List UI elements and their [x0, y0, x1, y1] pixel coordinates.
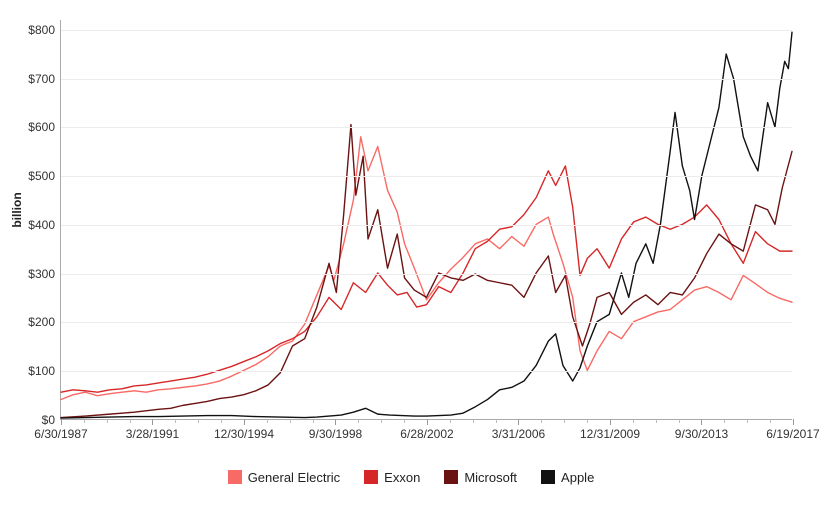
- x-minor-tick: [358, 419, 359, 423]
- series-microsoft: [61, 125, 792, 418]
- x-minor-tick: [198, 419, 199, 423]
- legend-item: General Electric: [228, 470, 340, 485]
- y-tick-label: $200: [28, 315, 61, 329]
- x-minor-tick: [221, 419, 222, 423]
- legend-swatch: [444, 470, 458, 484]
- gridline: [61, 127, 792, 128]
- legend-item: Apple: [541, 470, 594, 485]
- gridline: [61, 30, 792, 31]
- line-series-layer: [61, 20, 792, 419]
- gridline: [61, 79, 792, 80]
- x-tick-label: 6/19/2017: [766, 427, 819, 441]
- legend-item: Microsoft: [444, 470, 517, 485]
- y-axis-title: billion: [10, 192, 24, 227]
- plot-area: $0$100$200$300$400$500$600$700$8006/30/1…: [60, 20, 792, 420]
- x-minor-tick: [633, 419, 634, 423]
- gridline: [61, 371, 792, 372]
- x-minor-tick: [496, 419, 497, 423]
- legend: General Electric Exxon Microsoft Apple: [0, 470, 822, 485]
- y-tick-label: $400: [28, 218, 61, 232]
- x-tick-label: 3/28/1991: [126, 427, 179, 441]
- legend-swatch: [541, 470, 555, 484]
- x-minor-tick: [84, 419, 85, 423]
- x-minor-tick: [107, 419, 108, 423]
- x-minor-tick: [541, 419, 542, 423]
- series-exxon: [61, 166, 792, 392]
- y-tick-label: $300: [28, 267, 61, 281]
- x-minor-tick: [770, 419, 771, 423]
- x-tick-label: 3/31/2006: [492, 427, 545, 441]
- legend-swatch: [364, 470, 378, 484]
- y-tick-label: $800: [28, 23, 61, 37]
- y-tick-label: $0: [42, 413, 61, 427]
- legend-label: General Electric: [248, 470, 340, 485]
- x-minor-tick: [404, 419, 405, 423]
- y-tick-label: $700: [28, 72, 61, 86]
- legend-label: Exxon: [384, 470, 420, 485]
- gridline: [61, 176, 792, 177]
- gridline: [61, 274, 792, 275]
- x-minor-tick: [130, 419, 131, 423]
- x-tick-label: 12/30/1994: [214, 427, 274, 441]
- x-minor-tick: [267, 419, 268, 423]
- x-tick-label: 9/30/2013: [675, 427, 728, 441]
- y-tick-label: $600: [28, 120, 61, 134]
- y-tick-label: $500: [28, 169, 61, 183]
- x-minor-tick: [381, 419, 382, 423]
- legend-label: Microsoft: [464, 470, 517, 485]
- market-cap-chart: billion $0$100$200$300$400$500$600$700$8…: [0, 0, 822, 522]
- y-tick-label: $100: [28, 364, 61, 378]
- x-minor-tick: [290, 419, 291, 423]
- x-minor-tick: [175, 419, 176, 423]
- x-minor-tick: [656, 419, 657, 423]
- gridline: [61, 322, 792, 323]
- x-minor-tick: [564, 419, 565, 423]
- x-minor-tick: [450, 419, 451, 423]
- gridline: [61, 225, 792, 226]
- x-tick-label: 6/30/1987: [34, 427, 87, 441]
- x-minor-tick: [679, 419, 680, 423]
- x-minor-tick: [313, 419, 314, 423]
- x-tick-label: 12/31/2009: [580, 427, 640, 441]
- x-minor-tick: [724, 419, 725, 423]
- legend-item: Exxon: [364, 470, 420, 485]
- x-tick-label: 6/28/2002: [400, 427, 453, 441]
- legend-label: Apple: [561, 470, 594, 485]
- legend-swatch: [228, 470, 242, 484]
- x-tick-label: 9/30/1998: [309, 427, 362, 441]
- x-minor-tick: [473, 419, 474, 423]
- x-minor-tick: [587, 419, 588, 423]
- x-minor-tick: [747, 419, 748, 423]
